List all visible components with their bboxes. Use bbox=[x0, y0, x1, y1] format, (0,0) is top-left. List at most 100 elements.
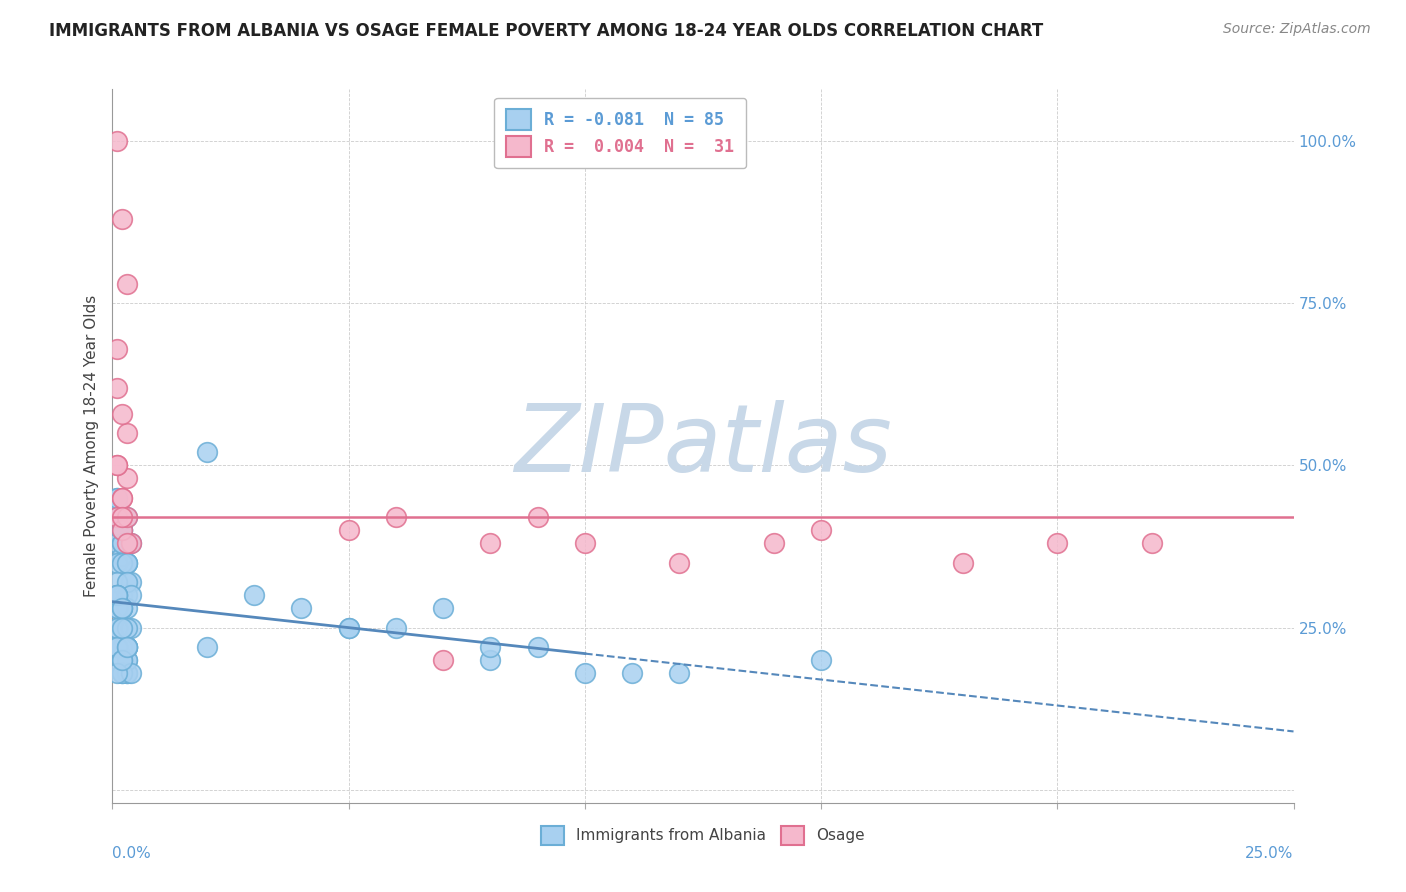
Point bbox=[621, 666, 644, 681]
Point bbox=[105, 510, 128, 524]
Point bbox=[105, 510, 128, 524]
Point bbox=[115, 471, 138, 485]
Point bbox=[111, 407, 134, 421]
Point bbox=[115, 510, 138, 524]
Point bbox=[111, 510, 134, 524]
Point bbox=[111, 491, 134, 505]
Point bbox=[111, 601, 134, 615]
Legend: Immigrants from Albania, Osage: Immigrants from Albania, Osage bbox=[533, 818, 873, 852]
Point bbox=[111, 524, 134, 538]
Point bbox=[105, 458, 128, 473]
Point bbox=[105, 601, 128, 615]
Point bbox=[385, 510, 408, 524]
Point bbox=[111, 653, 134, 667]
Point bbox=[115, 640, 138, 654]
Point bbox=[810, 653, 832, 667]
Point bbox=[120, 575, 142, 590]
Point bbox=[111, 601, 134, 615]
Point bbox=[111, 491, 134, 505]
Point bbox=[1140, 536, 1163, 550]
Point bbox=[115, 653, 138, 667]
Point bbox=[810, 524, 832, 538]
Point bbox=[111, 536, 134, 550]
Point bbox=[120, 588, 142, 602]
Point bbox=[120, 621, 142, 635]
Point bbox=[115, 277, 138, 291]
Point bbox=[105, 621, 128, 635]
Point bbox=[111, 524, 134, 538]
Point bbox=[115, 640, 138, 654]
Point bbox=[111, 556, 134, 570]
Point bbox=[432, 601, 454, 615]
Point bbox=[1046, 536, 1069, 550]
Point bbox=[479, 640, 502, 654]
Point bbox=[111, 211, 134, 226]
Point bbox=[115, 666, 138, 681]
Point bbox=[111, 621, 134, 635]
Point bbox=[115, 601, 138, 615]
Point bbox=[105, 601, 128, 615]
Point bbox=[105, 588, 128, 602]
Point bbox=[105, 491, 128, 505]
Point bbox=[120, 666, 142, 681]
Point bbox=[105, 601, 128, 615]
Point bbox=[115, 556, 138, 570]
Point bbox=[105, 621, 128, 635]
Point bbox=[290, 601, 312, 615]
Point bbox=[337, 524, 360, 538]
Point bbox=[111, 666, 134, 681]
Point bbox=[111, 524, 134, 538]
Point bbox=[526, 640, 548, 654]
Point bbox=[115, 536, 138, 550]
Point bbox=[105, 381, 128, 395]
Point bbox=[668, 666, 690, 681]
Point bbox=[111, 621, 134, 635]
Point bbox=[105, 640, 128, 654]
Point bbox=[115, 556, 138, 570]
Point bbox=[105, 497, 128, 511]
Point bbox=[195, 640, 218, 654]
Point bbox=[105, 666, 128, 681]
Point bbox=[111, 524, 134, 538]
Text: ZIPatlas: ZIPatlas bbox=[515, 401, 891, 491]
Point bbox=[105, 458, 128, 473]
Text: 0.0%: 0.0% bbox=[112, 846, 152, 861]
Point bbox=[105, 575, 128, 590]
Point bbox=[479, 536, 502, 550]
Point bbox=[105, 588, 128, 602]
Point bbox=[952, 556, 974, 570]
Text: Source: ZipAtlas.com: Source: ZipAtlas.com bbox=[1223, 22, 1371, 37]
Point bbox=[115, 640, 138, 654]
Point bbox=[385, 621, 408, 635]
Point bbox=[337, 621, 360, 635]
Text: 25.0%: 25.0% bbox=[1246, 846, 1294, 861]
Point bbox=[115, 536, 138, 550]
Point bbox=[115, 556, 138, 570]
Point bbox=[111, 640, 134, 654]
Point bbox=[432, 653, 454, 667]
Point bbox=[111, 621, 134, 635]
Point bbox=[105, 588, 128, 602]
Point bbox=[526, 510, 548, 524]
Point bbox=[105, 640, 128, 654]
Point bbox=[243, 588, 266, 602]
Point bbox=[574, 666, 596, 681]
Point bbox=[337, 621, 360, 635]
Point bbox=[115, 640, 138, 654]
Point bbox=[105, 556, 128, 570]
Text: IMMIGRANTS FROM ALBANIA VS OSAGE FEMALE POVERTY AMONG 18-24 YEAR OLDS CORRELATIO: IMMIGRANTS FROM ALBANIA VS OSAGE FEMALE … bbox=[49, 22, 1043, 40]
Point bbox=[111, 653, 134, 667]
Point bbox=[105, 588, 128, 602]
Y-axis label: Female Poverty Among 18-24 Year Olds: Female Poverty Among 18-24 Year Olds bbox=[83, 295, 98, 597]
Point bbox=[111, 601, 134, 615]
Point bbox=[111, 601, 134, 615]
Point bbox=[111, 510, 134, 524]
Point bbox=[105, 342, 128, 356]
Point bbox=[115, 575, 138, 590]
Point bbox=[111, 536, 134, 550]
Point bbox=[115, 666, 138, 681]
Point bbox=[668, 556, 690, 570]
Point bbox=[111, 510, 134, 524]
Point bbox=[574, 536, 596, 550]
Point bbox=[120, 536, 142, 550]
